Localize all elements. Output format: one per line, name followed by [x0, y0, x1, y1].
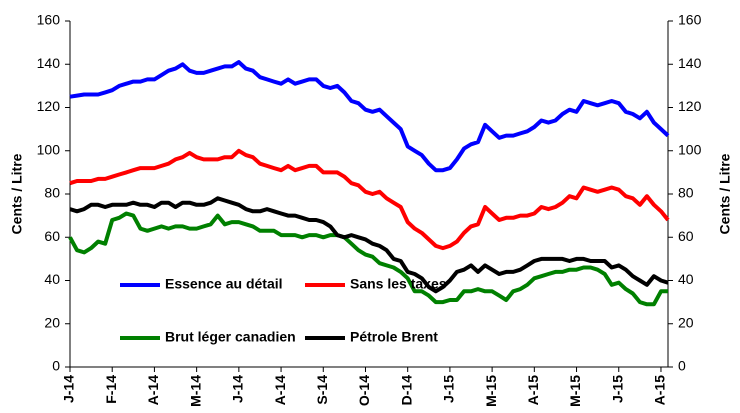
y2-tick-label: 140: [678, 55, 702, 71]
legend-label: Brut léger canadien: [165, 329, 296, 345]
y-tick-label: 160: [37, 12, 61, 28]
y2-tick-label: 40: [678, 271, 694, 287]
y-axis-title: Cents / Litre: [9, 153, 25, 234]
legend-label: Essence au détail: [165, 276, 283, 292]
y-tick-label: 60: [44, 228, 60, 244]
y-tick-label: 140: [37, 55, 61, 71]
series-line: [68, 211, 668, 307]
x-tick-label: O-14: [356, 375, 372, 406]
x-tick-label: M-15: [483, 375, 499, 407]
y-tick-label: 20: [44, 314, 60, 330]
series-line: [69, 60, 670, 173]
x-tick-label: A-15: [652, 375, 668, 406]
y-tick-label: 40: [44, 271, 60, 287]
y-tick-label: 120: [37, 98, 61, 114]
x-tick-label: F-14: [103, 375, 119, 404]
y-tick-label: 100: [37, 141, 61, 157]
y-tick-label: 80: [44, 185, 60, 201]
y-tick-label: 0: [52, 358, 60, 374]
y2-axis-title: Cents / Litre: [717, 153, 733, 234]
x-tick-label: J-14: [230, 375, 246, 403]
x-tick-label: D-14: [398, 375, 414, 406]
series-line: [69, 148, 670, 251]
y2-tick-label: 160: [678, 12, 702, 28]
x-tick-label: M-15: [567, 375, 583, 407]
y2-tick-label: 20: [678, 314, 694, 330]
x-tick-label: S-14: [314, 375, 330, 405]
y2-tick-label: 60: [678, 228, 694, 244]
series-line: [69, 196, 669, 294]
legend-label: Sans les taxes: [350, 276, 447, 292]
x-tick-label: A-15: [525, 375, 541, 406]
legend-label: Pétrole Brent: [350, 329, 438, 345]
y2-tick-label: 100: [678, 141, 702, 157]
x-tick-label: A-14: [145, 375, 161, 406]
x-tick-label: J-14: [61, 375, 77, 403]
y2-tick-label: 120: [678, 98, 702, 114]
y2-tick-label: 80: [678, 185, 694, 201]
x-tick-label: J-15: [609, 375, 625, 403]
x-tick-label: A-14: [272, 375, 288, 406]
y2-tick-label: 0: [678, 358, 686, 374]
x-tick-label: J-15: [441, 375, 457, 403]
x-tick-label: M-14: [187, 375, 203, 407]
